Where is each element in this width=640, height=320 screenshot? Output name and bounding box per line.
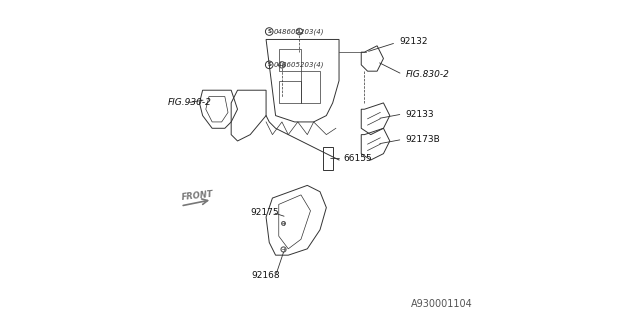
Text: 92133: 92133	[406, 109, 435, 118]
Text: FRONT: FRONT	[181, 189, 214, 202]
Text: FIG.830-2: FIG.830-2	[406, 70, 449, 79]
Text: 048605203(4): 048605203(4)	[274, 61, 324, 68]
Text: S: S	[268, 62, 271, 67]
Text: 66155: 66155	[344, 154, 372, 163]
Text: S: S	[268, 29, 271, 34]
Text: 92132: 92132	[399, 36, 428, 45]
Text: A930001104: A930001104	[410, 299, 472, 309]
Text: 92173B: 92173B	[406, 135, 440, 144]
Text: 92168: 92168	[252, 271, 280, 280]
Text: 048605203(4): 048605203(4)	[274, 28, 324, 35]
Text: 92175: 92175	[250, 208, 279, 217]
Text: FIG.930-2: FIG.930-2	[168, 99, 212, 108]
